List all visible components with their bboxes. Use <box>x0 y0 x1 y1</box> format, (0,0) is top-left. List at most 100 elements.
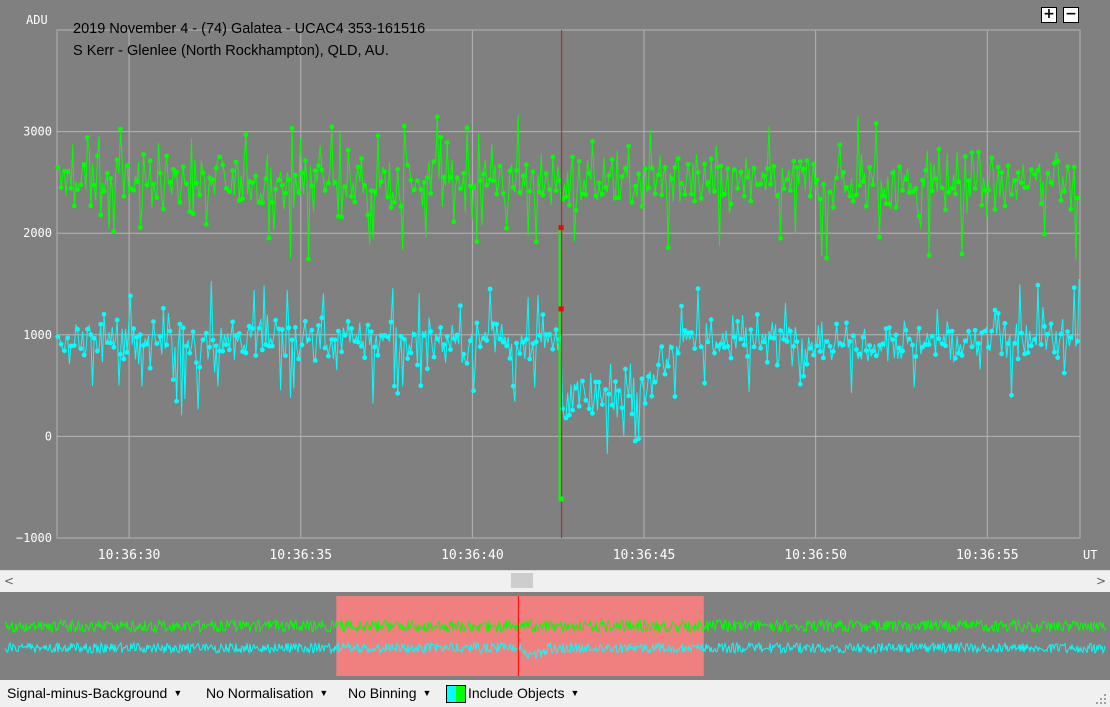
target-point <box>741 342 747 348</box>
target-point <box>134 334 140 340</box>
target-point <box>824 339 830 344</box>
target-point <box>1028 343 1034 349</box>
scroll-left-icon[interactable]: < <box>3 574 15 588</box>
target-point <box>95 348 100 354</box>
comparison-point <box>606 173 612 178</box>
comparison-point <box>71 203 77 209</box>
target-point <box>596 379 602 385</box>
target-point <box>342 332 348 338</box>
target-point <box>639 376 645 382</box>
target-point <box>976 341 981 346</box>
zoom-out-button[interactable]: − <box>1063 7 1079 23</box>
target-point <box>137 332 143 338</box>
comparison-point <box>326 180 331 186</box>
target-point <box>293 325 298 330</box>
comparison-point <box>55 164 61 170</box>
zoom-in-button[interactable]: + <box>1041 7 1057 23</box>
comparison-point <box>705 180 711 186</box>
lightcurve-chart[interactable]: 3000 2000 1000 0 −1000 10:36:30 10:36:35 10:36:… <box>0 0 1110 570</box>
target-point <box>665 363 671 369</box>
comparison-point <box>626 143 632 149</box>
comparison-point <box>1071 164 1077 170</box>
comparison-point <box>454 175 460 181</box>
comparison-point <box>811 162 816 167</box>
overview-strip[interactable] <box>0 592 1110 680</box>
target-point <box>580 378 585 384</box>
target-point <box>1015 356 1021 362</box>
comparison-point <box>639 204 645 209</box>
target-point <box>913 354 919 359</box>
target-point <box>560 406 566 412</box>
target-point <box>731 334 737 340</box>
lightcurve-plot[interactable]: 3000 2000 1000 0 −1000 10:36:30 10:36:35 10:36:… <box>0 0 1110 570</box>
horizontal-scrollbar[interactable]: < > <box>0 570 1110 590</box>
comparison-point <box>632 183 638 189</box>
comparison-point <box>190 211 196 217</box>
normalisation-dropdown[interactable]: No Normalisation ▼ <box>206 685 328 701</box>
target-point <box>906 336 912 342</box>
target-point <box>659 344 665 349</box>
target-point <box>78 346 84 352</box>
target-point <box>811 352 816 358</box>
chevron-down-icon: ▼ <box>319 688 329 698</box>
comparison-point <box>514 168 519 174</box>
comparison-point <box>708 156 714 162</box>
signal-mode-dropdown[interactable]: Signal-minus-Background ▼ <box>7 685 182 701</box>
comparison-point <box>1002 203 1008 209</box>
binning-dropdown[interactable]: No Binning ▼ <box>348 685 431 701</box>
objects-color-icon[interactable] <box>446 685 466 703</box>
target-point <box>603 387 608 392</box>
target-point <box>203 330 209 336</box>
comparison-point <box>847 193 853 199</box>
target-point <box>451 336 457 341</box>
target-point <box>599 402 605 407</box>
resize-grip-icon[interactable] <box>1095 693 1107 705</box>
comparison-point <box>448 174 453 180</box>
target-point <box>121 356 127 362</box>
y-tick-label: 3000 <box>23 125 52 139</box>
target-point <box>999 351 1004 357</box>
target-point <box>309 327 315 333</box>
comparison-point <box>114 157 120 163</box>
objects-dropdown[interactable]: Include Objects ▼ <box>468 685 579 701</box>
series-layer <box>55 114 1080 454</box>
target-point <box>613 379 618 385</box>
target-point <box>58 341 64 347</box>
overview-selection[interactable] <box>336 596 704 676</box>
comparison-point <box>144 182 150 188</box>
comparison-point <box>184 181 189 187</box>
target-point <box>504 343 509 349</box>
comparison-point <box>78 182 84 188</box>
comparison-point <box>731 167 737 173</box>
signal-mode-label: Signal-minus-Background <box>7 685 168 701</box>
comparison-point <box>586 170 592 176</box>
target-point <box>692 346 698 351</box>
target-point <box>368 329 374 334</box>
y-tick-label: −1000 <box>16 531 52 545</box>
comparison-point <box>850 198 856 204</box>
comparison-point <box>722 191 727 197</box>
comparison-point <box>481 171 486 177</box>
target-point <box>774 362 780 368</box>
comparison-point <box>88 203 94 209</box>
target-point <box>1075 338 1080 344</box>
target-point <box>860 334 866 340</box>
scroll-right-icon[interactable]: > <box>1095 574 1107 588</box>
comparison-point <box>174 169 180 175</box>
target-point <box>474 320 480 326</box>
target-point <box>1045 331 1051 337</box>
comparison-point <box>504 225 509 231</box>
target-point <box>319 315 325 321</box>
target-point <box>553 327 559 333</box>
target-point <box>920 344 925 350</box>
comparison-point <box>573 208 579 213</box>
overview-plot[interactable] <box>0 592 1110 680</box>
comparison-point <box>517 190 523 195</box>
comparison-point <box>844 185 849 190</box>
target-point <box>316 323 321 328</box>
time-cursor[interactable] <box>558 30 564 538</box>
scroll-thumb[interactable] <box>511 573 533 588</box>
comparison-point <box>345 147 351 153</box>
comparison-point <box>372 189 377 194</box>
target-point <box>510 383 516 389</box>
